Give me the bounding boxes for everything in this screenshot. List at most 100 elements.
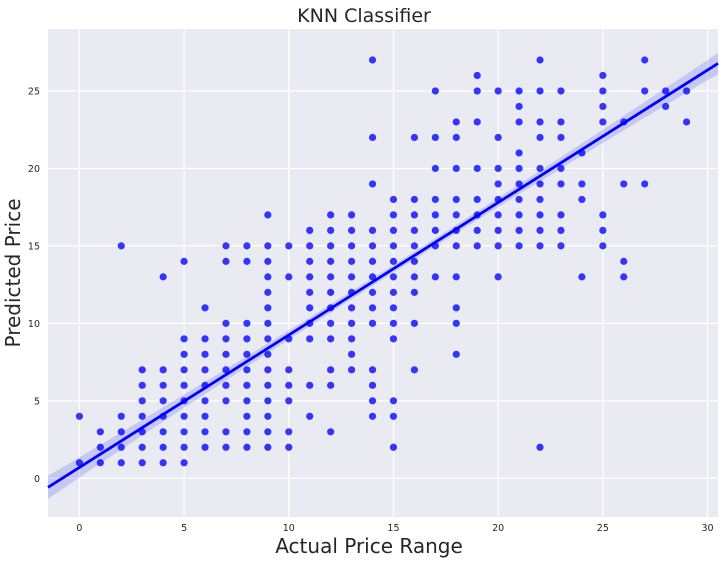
data-point bbox=[117, 242, 125, 250]
data-point bbox=[578, 273, 586, 281]
data-point bbox=[96, 428, 104, 436]
data-point bbox=[515, 118, 523, 126]
data-point bbox=[285, 366, 293, 374]
data-point bbox=[222, 319, 230, 327]
data-point bbox=[180, 428, 188, 436]
data-point bbox=[201, 397, 209, 405]
data-point bbox=[243, 257, 251, 265]
data-point bbox=[264, 366, 272, 374]
data-point bbox=[515, 180, 523, 188]
x-axis-title: Actual Price Range bbox=[275, 534, 463, 558]
data-point bbox=[494, 87, 502, 95]
data-point bbox=[536, 226, 544, 234]
data-point bbox=[180, 366, 188, 374]
data-point bbox=[557, 118, 565, 126]
data-point bbox=[389, 273, 398, 281]
data-point bbox=[327, 273, 335, 281]
data-point bbox=[222, 257, 230, 265]
data-point bbox=[389, 304, 398, 312]
data-point bbox=[452, 211, 460, 219]
data-point bbox=[306, 288, 314, 296]
data-point bbox=[536, 164, 544, 173]
data-point bbox=[264, 397, 272, 405]
data-point bbox=[368, 381, 377, 389]
data-point bbox=[180, 335, 188, 343]
data-point bbox=[285, 397, 293, 405]
regression-line-group bbox=[47, 62, 719, 489]
data-point bbox=[347, 335, 356, 343]
data-point bbox=[285, 381, 293, 389]
data-point bbox=[452, 273, 460, 281]
data-point bbox=[494, 242, 502, 250]
data-point bbox=[368, 366, 377, 374]
data-point bbox=[264, 211, 272, 219]
data-point bbox=[452, 118, 460, 126]
data-point bbox=[138, 381, 146, 389]
data-point bbox=[347, 304, 356, 312]
data-point bbox=[515, 195, 523, 204]
data-point bbox=[389, 257, 398, 265]
data-point bbox=[159, 459, 167, 467]
data-point bbox=[306, 226, 314, 234]
data-point bbox=[285, 273, 293, 281]
data-point bbox=[75, 412, 84, 420]
data-point bbox=[347, 350, 356, 358]
data-point bbox=[201, 366, 209, 374]
data-point bbox=[222, 366, 230, 374]
data-point bbox=[389, 412, 398, 420]
data-point bbox=[410, 273, 419, 281]
data-point bbox=[201, 412, 209, 420]
data-point bbox=[222, 242, 230, 250]
data-point bbox=[327, 335, 335, 343]
y-tick-label: 0 bbox=[34, 474, 40, 485]
data-point bbox=[243, 381, 251, 389]
data-point bbox=[180, 257, 188, 265]
data-point bbox=[494, 211, 502, 219]
data-point bbox=[243, 397, 251, 405]
data-point bbox=[180, 381, 188, 389]
data-point bbox=[452, 164, 460, 173]
data-point bbox=[515, 226, 523, 234]
data-point bbox=[473, 164, 481, 173]
data-point bbox=[536, 443, 544, 451]
data-point bbox=[264, 257, 272, 265]
data-point bbox=[306, 273, 314, 281]
data-point bbox=[515, 164, 523, 173]
data-point bbox=[264, 304, 272, 312]
data-point bbox=[243, 350, 251, 358]
data-point bbox=[536, 180, 544, 188]
data-point bbox=[641, 56, 649, 64]
data-point bbox=[368, 226, 377, 234]
data-point bbox=[515, 149, 523, 157]
data-point bbox=[347, 211, 356, 219]
data-point bbox=[431, 195, 439, 204]
data-point bbox=[452, 350, 460, 358]
data-point bbox=[285, 242, 293, 250]
y-axis-title: Predicted Price bbox=[1, 198, 25, 347]
data-point bbox=[117, 443, 125, 451]
data-point bbox=[222, 381, 230, 389]
data-point bbox=[620, 180, 628, 188]
data-point bbox=[536, 87, 544, 95]
data-point bbox=[557, 180, 565, 188]
data-point bbox=[515, 211, 523, 219]
data-point bbox=[264, 319, 272, 327]
data-point bbox=[431, 211, 439, 219]
data-point bbox=[389, 397, 398, 405]
data-point bbox=[201, 443, 209, 451]
data-point bbox=[347, 319, 356, 327]
data-point bbox=[599, 226, 607, 234]
data-point bbox=[201, 428, 209, 436]
data-point bbox=[410, 226, 419, 234]
data-point bbox=[327, 288, 335, 296]
data-point bbox=[389, 288, 398, 296]
data-point bbox=[578, 195, 586, 204]
data-point bbox=[662, 102, 670, 111]
data-point bbox=[431, 164, 439, 173]
data-point bbox=[410, 257, 419, 265]
data-point bbox=[389, 226, 398, 234]
data-point bbox=[285, 443, 293, 451]
data-point bbox=[347, 226, 356, 234]
data-point bbox=[138, 366, 146, 374]
